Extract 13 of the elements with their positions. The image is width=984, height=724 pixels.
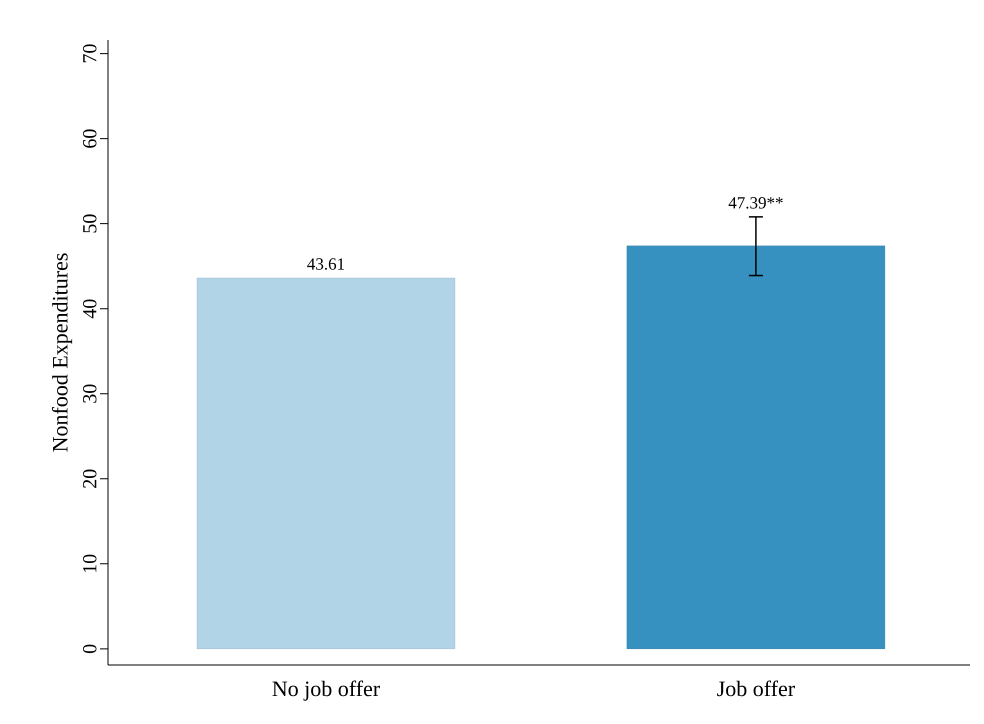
y-tick-label: 30 xyxy=(82,384,96,403)
y-axis-title: Nonfood Expenditures xyxy=(52,253,72,452)
y-tick-label: 70 xyxy=(82,44,96,62)
data-label: 47.39** xyxy=(728,197,783,209)
y-tick-label: 60 xyxy=(82,129,96,148)
y-tick-label: 10 xyxy=(82,554,96,572)
y-tick-label: 0 xyxy=(82,644,96,654)
data-label: 43.61 xyxy=(307,258,344,270)
x-tick-label: No job offer xyxy=(272,680,380,701)
y-tick-label: 50 xyxy=(82,214,96,233)
y-tick-label: 40 xyxy=(82,299,96,318)
y-tick-label: 20 xyxy=(82,470,96,488)
x-tick-label: Job offer xyxy=(717,680,795,696)
